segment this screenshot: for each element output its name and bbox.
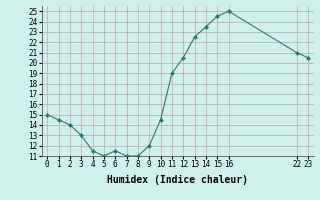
X-axis label: Humidex (Indice chaleur): Humidex (Indice chaleur) bbox=[107, 175, 248, 185]
